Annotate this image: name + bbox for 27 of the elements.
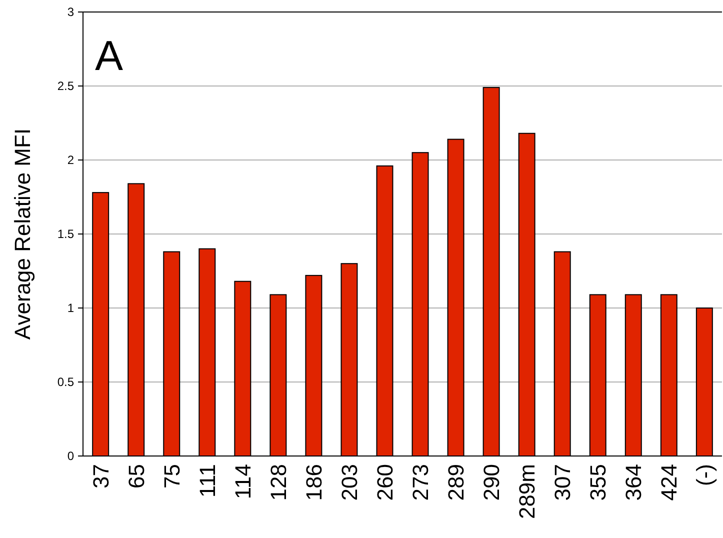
x-tick-label: 307 (550, 464, 576, 501)
x-tick-label: 290 (479, 464, 504, 501)
y-tick-label: 0.5 (57, 375, 74, 390)
y-tick-label: 1.5 (57, 227, 74, 242)
x-tick-label: 355 (586, 464, 611, 501)
x-tick-label: 75 (159, 464, 184, 488)
x-tick-label: 424 (656, 464, 682, 501)
x-tick-label: 289m (514, 464, 540, 520)
x-tick-label: 65 (124, 464, 149, 488)
x-tick-label: 364 (621, 464, 646, 501)
x-tick-label: 203 (336, 464, 362, 501)
x-tick-label: 37 (88, 464, 114, 488)
x-tick-label: 128 (266, 464, 291, 501)
y-tick-label: 2 (67, 153, 74, 168)
x-tick-label: 111 (194, 464, 220, 498)
x-tick-label: 260 (372, 464, 398, 501)
x-tick-label: (-) (692, 464, 718, 486)
annotation: A (95, 32, 124, 79)
x-tick-label: 186 (301, 464, 326, 501)
x-tick-label: 114 (230, 464, 256, 500)
y-tick-label: 0 (67, 449, 74, 464)
x-tick-label: 289 (443, 464, 468, 501)
x-tick-label: 273 (408, 464, 433, 501)
y-axis-title: Average Relative MFI (10, 128, 35, 340)
y-tick-label: 2.5 (57, 79, 74, 94)
y-tick-label: 1 (67, 301, 74, 316)
y-tick-label: 3 (67, 5, 74, 20)
